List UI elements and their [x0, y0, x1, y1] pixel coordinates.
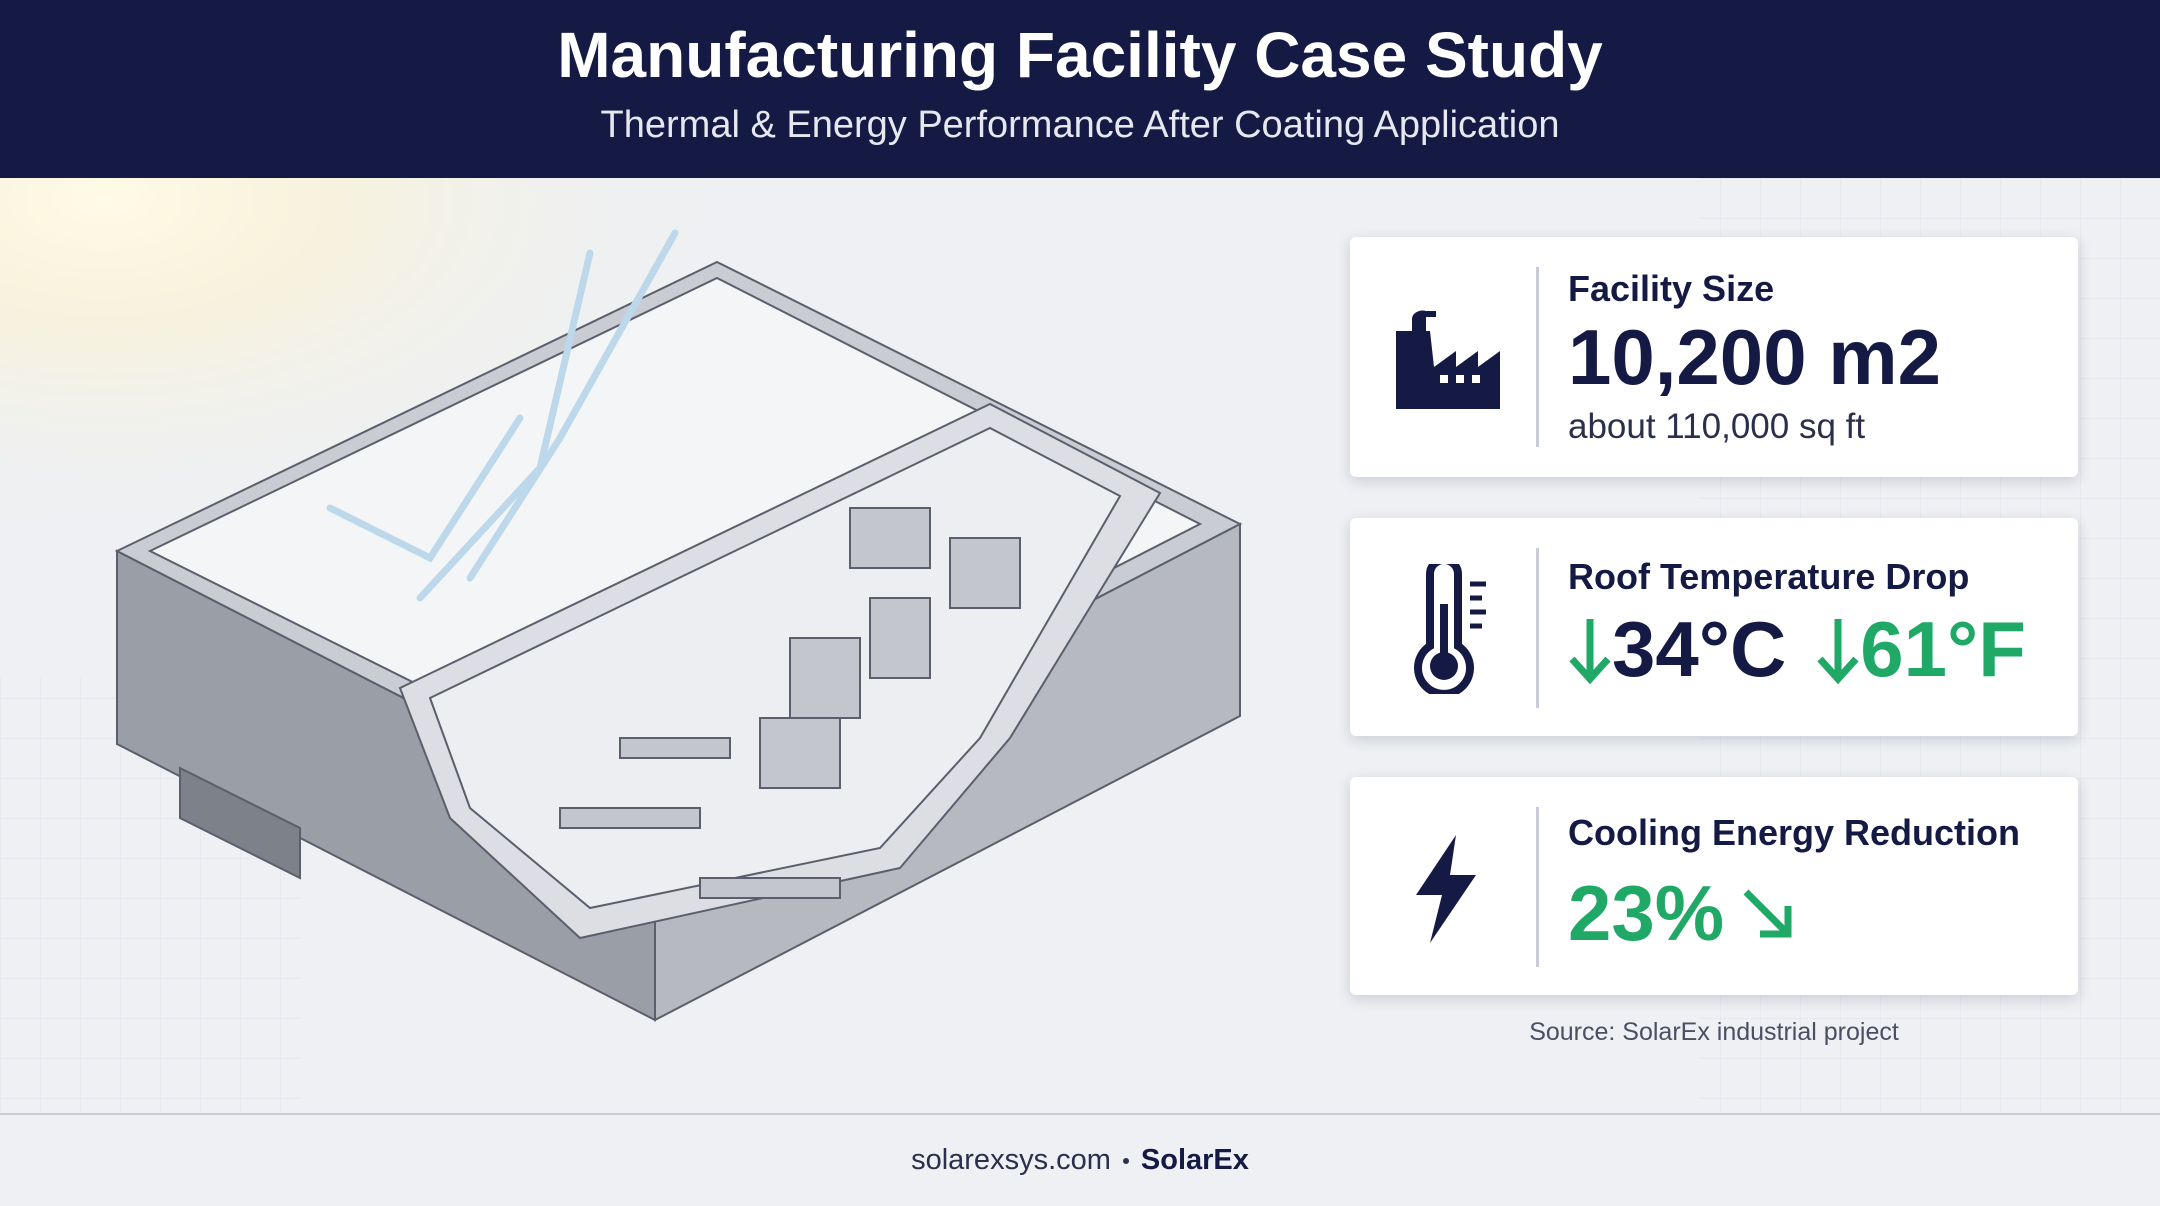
- subtitle: Thermal & Energy Performance After Coati…: [600, 104, 1560, 146]
- down-right-arrow: [1743, 889, 1792, 937]
- reduction-value: 23%: [1568, 869, 1725, 957]
- stat-card: Roof Temperature Drop 34°C 61°F: [1350, 518, 2078, 736]
- footer: solarexsys.com SolarEx: [0, 1144, 2160, 1177]
- title: Manufacturing Facility Case Study: [557, 19, 1603, 91]
- background-illustration: [0, 178, 2160, 1113]
- card-label: Roof Temperature Drop: [1568, 556, 1970, 597]
- stat-card: Facility Size 10,200 m2 about 110,000 sq…: [1350, 237, 2078, 477]
- divider: [1536, 807, 1539, 967]
- card-value: 23%: [1568, 868, 1796, 959]
- thermometer-icon: [1414, 564, 1486, 694]
- divider: [1536, 548, 1539, 708]
- card-values: 34°C 61°F: [1568, 604, 2026, 695]
- card-note: about 110,000 sq ft: [1568, 407, 1866, 446]
- separator-dot: [1122, 1157, 1129, 1164]
- down-arrow: [1817, 618, 1859, 684]
- footer-brand: SolarEx: [1140, 1144, 1249, 1176]
- lightning-icon: [1416, 835, 1476, 943]
- source-note: Source: SolarEx industrial project: [1529, 1018, 1899, 1046]
- card-value: 10,200 m2: [1568, 313, 1941, 401]
- header: Manufacturing Facility Case Study Therma…: [0, 0, 2160, 178]
- sun-rays: [326, 229, 679, 602]
- celsius-value: 34°C: [1612, 605, 1787, 693]
- down-arrow: [1569, 618, 1611, 684]
- footer-divider: [0, 1113, 2160, 1115]
- card-label: Cooling Energy Reduction: [1568, 812, 2021, 853]
- divider: [1536, 267, 1539, 447]
- card-label: Facility Size: [1568, 268, 1775, 309]
- factory-icon: [1396, 310, 1500, 409]
- fahrenheit-value: 61°F: [1860, 605, 2026, 693]
- stat-card: Cooling Energy Reduction 23%: [1350, 777, 2078, 995]
- building: [114, 260, 1243, 1022]
- footer-site: solarexsys.com: [911, 1144, 1111, 1176]
